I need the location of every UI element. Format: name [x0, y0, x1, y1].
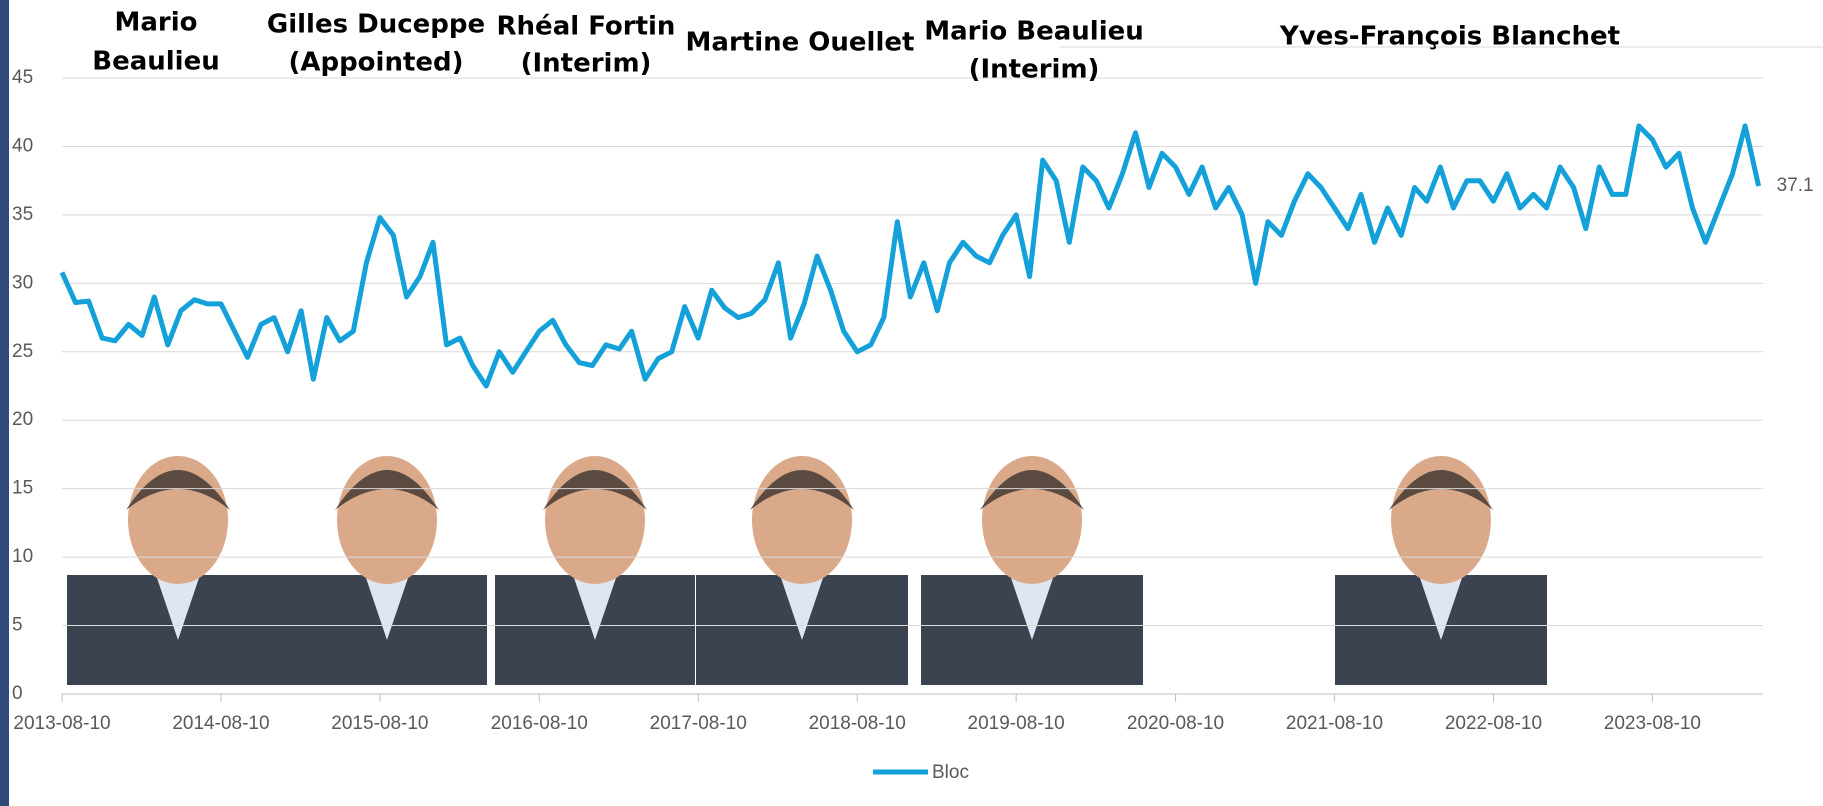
- y-tick-label: 15: [12, 478, 33, 499]
- y-tick-label: 35: [12, 204, 33, 225]
- x-tick-label: 2017-08-10: [650, 713, 747, 734]
- x-tick-label: 2015-08-10: [331, 713, 428, 734]
- y-tick-label: 45: [12, 67, 33, 88]
- left-edge: [0, 0, 9, 806]
- end-label: 37.1: [1777, 175, 1814, 196]
- leader-name: Beaulieu: [92, 47, 219, 77]
- leader-name: Mario: [114, 8, 197, 38]
- chart: 0 5 10 15 20 25 30 35 40 45 2013-08-10 2014-08-10 20…: [0, 0, 1823, 806]
- legend-label: Bloc: [932, 762, 969, 783]
- x-tick-label: 2023-08-10: [1604, 713, 1701, 734]
- x-tick-label: 2016-08-10: [491, 713, 588, 734]
- x-tick-label: 2022-08-10: [1445, 713, 1542, 734]
- y-tick-label: 30: [12, 272, 33, 293]
- page: {"chart_data": {"type": "line", "annotat…: [0, 0, 1823, 806]
- leader-name: Mario Beaulieu: [924, 17, 1144, 47]
- x-tick-label: 2021-08-10: [1286, 713, 1383, 734]
- series-line: [62, 126, 1759, 386]
- y-tick-label: 10: [12, 546, 33, 567]
- y-tick-label: 5: [12, 615, 23, 636]
- leader-name: (Interim): [969, 55, 1100, 85]
- y-tick-label: 40: [12, 135, 33, 156]
- x-tick-label: 2013-08-10: [13, 713, 110, 734]
- leader-name: Yves-François Blanchet: [1279, 22, 1620, 52]
- x-tick-label: 2019-08-10: [968, 713, 1065, 734]
- y-tick-label: 0: [12, 683, 23, 704]
- x-tick-label: 2020-08-10: [1127, 713, 1224, 734]
- leader-name: (Interim): [521, 49, 652, 79]
- y-tick-label: 25: [12, 341, 33, 362]
- x-tick-label: 2018-08-10: [809, 713, 906, 734]
- photos: [67, 456, 1547, 685]
- leader-name: Rhéal Fortin: [497, 12, 676, 42]
- leader-name: Gilles Duceppe: [267, 10, 485, 40]
- y-tick-label: 20: [12, 409, 33, 430]
- leader-name: (Appointed): [288, 48, 463, 78]
- x-tick-label: 2014-08-10: [172, 713, 269, 734]
- leader-name: Martine Ouellet: [686, 28, 915, 58]
